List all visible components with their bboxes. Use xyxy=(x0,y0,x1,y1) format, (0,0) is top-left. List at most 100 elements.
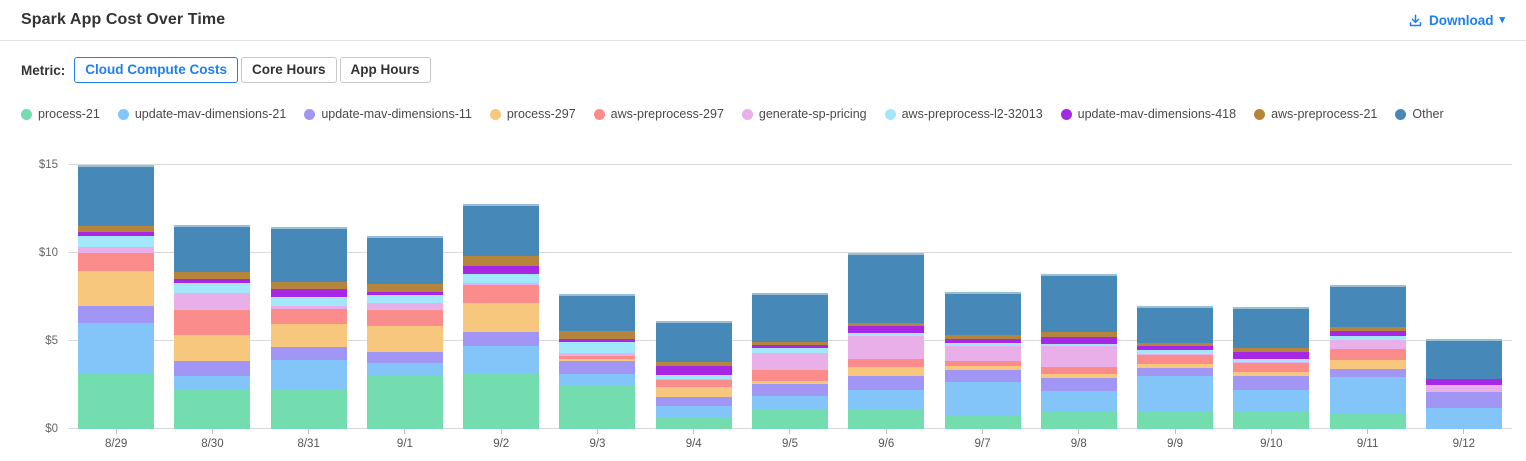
segment-update-mav-dimensions-21[interactable] xyxy=(848,390,925,410)
segment-process-21[interactable] xyxy=(944,415,1021,429)
segment-update-mav-dimensions-21[interactable] xyxy=(655,406,732,417)
metric-option-cloud-compute-costs[interactable]: Cloud Compute Costs xyxy=(74,57,239,83)
segment-aws-preprocess-297[interactable] xyxy=(1329,348,1406,361)
segment-process-21[interactable] xyxy=(366,376,443,429)
segment-other[interactable] xyxy=(751,292,828,342)
bar-9-2[interactable] xyxy=(453,165,549,429)
segment-process-21[interactable] xyxy=(78,374,155,429)
segment-aws-preprocess-297[interactable] xyxy=(1137,355,1214,364)
segment-process-21[interactable] xyxy=(1040,412,1117,429)
segment-update-mav-dimensions-418[interactable] xyxy=(366,291,443,296)
bar-8-30[interactable] xyxy=(164,165,260,429)
segment-other[interactable] xyxy=(463,203,540,256)
segment-update-mav-dimensions-418[interactable] xyxy=(944,339,1021,343)
segment-aws-preprocess-21[interactable] xyxy=(366,283,443,292)
segment-update-mav-dimensions-21[interactable] xyxy=(366,363,443,377)
segment-update-mav-dimensions-21[interactable] xyxy=(174,376,251,390)
legend-item-aws-preprocess-l2-32013[interactable]: aws-preprocess-l2-32013 xyxy=(884,107,1043,121)
segment-generate-sp-pricing[interactable] xyxy=(1137,354,1214,356)
legend-item-process-297[interactable]: process-297 xyxy=(489,107,576,121)
segment-update-mav-dimensions-418[interactable] xyxy=(270,289,347,298)
segment-aws-preprocess-l2-32013[interactable] xyxy=(1040,343,1117,347)
segment-update-mav-dimensions-21[interactable] xyxy=(559,373,636,386)
segment-aws-preprocess-297[interactable] xyxy=(366,310,443,327)
segment-process-21[interactable] xyxy=(1329,414,1406,429)
segment-aws-preprocess-l2-32013[interactable] xyxy=(944,342,1021,347)
segment-process-297[interactable] xyxy=(655,386,732,398)
segment-update-mav-dimensions-418[interactable] xyxy=(463,266,540,275)
segment-aws-preprocess-l2-32013[interactable] xyxy=(1233,358,1310,363)
legend-item-update-mav-dimensions-418[interactable]: update-mav-dimensions-418 xyxy=(1060,107,1236,121)
bar-9-9[interactable] xyxy=(1127,165,1223,429)
segment-aws-preprocess-297[interactable] xyxy=(1040,366,1117,375)
segment-update-mav-dimensions-418[interactable] xyxy=(78,231,155,237)
legend-item-generate-sp-pricing[interactable]: generate-sp-pricing xyxy=(741,107,867,121)
segment-other[interactable] xyxy=(559,293,636,331)
bar-8-31[interactable] xyxy=(261,165,357,429)
bar-9-8[interactable] xyxy=(1031,165,1127,429)
segment-generate-sp-pricing[interactable] xyxy=(1329,340,1406,349)
segment-update-mav-dimensions-418[interactable] xyxy=(655,365,732,375)
segment-update-mav-dimensions-11[interactable] xyxy=(751,384,828,397)
segment-aws-preprocess-21[interactable] xyxy=(751,341,828,346)
segment-generate-sp-pricing[interactable] xyxy=(1233,362,1310,364)
segment-aws-preprocess-l2-32013[interactable] xyxy=(655,374,732,379)
segment-aws-preprocess-21[interactable] xyxy=(270,282,347,290)
segment-generate-sp-pricing[interactable] xyxy=(78,246,155,254)
segment-update-mav-dimensions-21[interactable] xyxy=(270,360,347,390)
segment-process-297[interactable] xyxy=(366,326,443,352)
segment-aws-preprocess-297[interactable] xyxy=(559,356,636,359)
segment-process-297[interactable] xyxy=(174,334,251,362)
segment-other[interactable] xyxy=(174,224,251,272)
segment-other[interactable] xyxy=(1137,305,1214,343)
segment-process-297[interactable] xyxy=(1137,363,1214,369)
segment-aws-preprocess-297[interactable] xyxy=(655,379,732,387)
segment-process-21[interactable] xyxy=(463,372,540,429)
segment-process-297[interactable] xyxy=(463,303,540,333)
segment-aws-preprocess-21[interactable] xyxy=(1329,326,1406,332)
segment-process-297[interactable] xyxy=(1233,371,1310,377)
legend-item-update-mav-dimensions-11[interactable]: update-mav-dimensions-11 xyxy=(304,107,472,121)
segment-aws-preprocess-21[interactable] xyxy=(559,330,636,340)
segment-other[interactable] xyxy=(270,226,347,283)
segment-process-21[interactable] xyxy=(1233,411,1310,429)
segment-update-mav-dimensions-418[interactable] xyxy=(559,339,636,342)
segment-update-mav-dimensions-418[interactable] xyxy=(1040,336,1117,344)
segment-aws-preprocess-l2-32013[interactable] xyxy=(366,295,443,304)
segment-aws-preprocess-21[interactable] xyxy=(944,334,1021,340)
bar-8-29[interactable] xyxy=(68,165,164,429)
segment-aws-preprocess-21[interactable] xyxy=(174,271,251,280)
segment-update-mav-dimensions-418[interactable] xyxy=(1329,331,1406,336)
segment-update-mav-dimensions-21[interactable] xyxy=(78,323,155,375)
segment-aws-preprocess-21[interactable] xyxy=(655,362,732,366)
segment-update-mav-dimensions-11[interactable] xyxy=(1233,376,1310,391)
segment-generate-sp-pricing[interactable] xyxy=(1040,346,1117,367)
segment-aws-preprocess-297[interactable] xyxy=(848,358,925,367)
segment-aws-preprocess-297[interactable] xyxy=(174,310,251,335)
segment-update-mav-dimensions-11[interactable] xyxy=(463,332,540,347)
segment-aws-preprocess-21[interactable] xyxy=(1233,348,1310,352)
segment-aws-preprocess-l2-32013[interactable] xyxy=(1329,335,1406,341)
segment-process-21[interactable] xyxy=(174,389,251,429)
segment-update-mav-dimensions-21[interactable] xyxy=(944,382,1021,416)
legend-item-aws-preprocess-21[interactable]: aws-preprocess-21 xyxy=(1254,107,1377,121)
segment-update-mav-dimensions-418[interactable] xyxy=(1137,346,1214,350)
segment-generate-sp-pricing[interactable] xyxy=(944,346,1021,362)
segment-aws-preprocess-l2-32013[interactable] xyxy=(848,333,925,336)
segment-update-mav-dimensions-11[interactable] xyxy=(559,361,636,374)
bar-9-5[interactable] xyxy=(742,165,838,429)
segment-generate-sp-pricing[interactable] xyxy=(848,335,925,359)
segment-generate-sp-pricing[interactable] xyxy=(463,282,540,285)
segment-other[interactable] xyxy=(1329,284,1406,327)
segment-aws-preprocess-21[interactable] xyxy=(1137,342,1214,347)
segment-other[interactable] xyxy=(848,253,925,323)
segment-process-297[interactable] xyxy=(1040,374,1117,378)
segment-update-mav-dimensions-21[interactable] xyxy=(751,396,828,410)
legend-item-update-mav-dimensions-21[interactable]: update-mav-dimensions-21 xyxy=(117,107,286,121)
metric-option-core-hours[interactable]: Core Hours xyxy=(241,57,337,83)
segment-aws-preprocess-21[interactable] xyxy=(78,225,155,232)
segment-update-mav-dimensions-21[interactable] xyxy=(1137,376,1214,411)
segment-process-21[interactable] xyxy=(270,389,347,429)
segment-update-mav-dimensions-11[interactable] xyxy=(848,376,925,391)
segment-aws-preprocess-297[interactable] xyxy=(463,284,540,304)
